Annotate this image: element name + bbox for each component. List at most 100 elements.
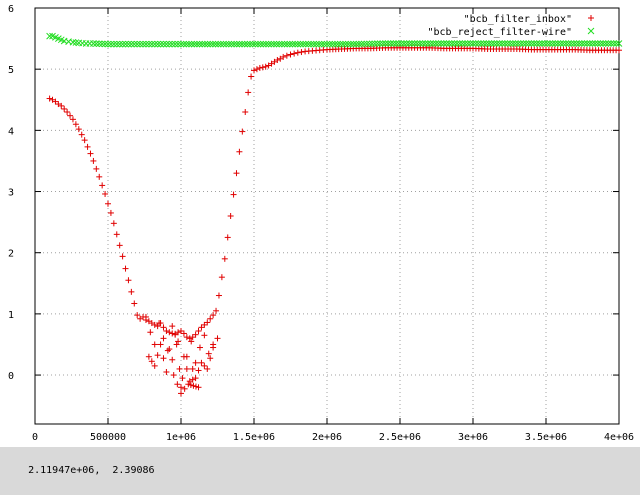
- data-point: [251, 40, 259, 48]
- data-point: [459, 40, 466, 47]
- data-point: [93, 165, 100, 172]
- data-point: [419, 40, 426, 47]
- data-point: [607, 40, 615, 47]
- data-point: [305, 40, 312, 48]
- data-point: [408, 40, 416, 47]
- data-point: [251, 67, 257, 74]
- data-point: [164, 347, 171, 354]
- data-point: [122, 40, 129, 48]
- data-point: [411, 40, 418, 47]
- data-point: [90, 157, 97, 164]
- data-point: [174, 40, 182, 48]
- data-point: [181, 385, 188, 392]
- data-point: [536, 40, 543, 47]
- data-point: [435, 40, 442, 47]
- data-point: [84, 143, 91, 150]
- data-point: [186, 335, 193, 342]
- data-point: [174, 381, 181, 388]
- y-tick-label: 2: [8, 249, 14, 260]
- data-point: [461, 40, 469, 47]
- data-point: [163, 369, 170, 375]
- data-point: [421, 40, 429, 47]
- data-point: [589, 40, 596, 47]
- data-point: [142, 40, 150, 48]
- data-point: [551, 40, 559, 47]
- data-point: [185, 381, 192, 388]
- data-point: [95, 40, 103, 48]
- data-point: [265, 40, 272, 48]
- data-point: [99, 182, 106, 189]
- axis-ticks: [34, 7, 620, 424]
- data-point: [78, 131, 85, 138]
- data-point: [350, 40, 357, 48]
- data-point: [581, 40, 588, 47]
- data-point: [125, 277, 132, 284]
- data-point: [360, 40, 368, 48]
- data-point: [538, 40, 546, 47]
- y-tick-label: 4: [8, 126, 14, 137]
- data-point: [160, 355, 167, 362]
- data-point: [318, 40, 326, 48]
- data-point: [69, 116, 76, 123]
- data-point: [274, 57, 281, 63]
- data-point: [122, 265, 129, 272]
- legend-marker: [587, 27, 595, 35]
- legend: "bcb_filter_inbox" "bcb_reject_filter-wir…: [428, 14, 595, 38]
- data-point: [218, 274, 225, 281]
- data-point: [546, 40, 554, 47]
- data-point: [210, 312, 217, 319]
- data-point: [110, 40, 118, 48]
- data-point: [198, 359, 205, 366]
- legend-label: "bcb_reject_filter-wire": [428, 27, 573, 38]
- data-point: [154, 352, 161, 359]
- data-point: [230, 191, 237, 198]
- data-point: [136, 40, 144, 48]
- data-point: [253, 66, 260, 73]
- y-tick-label: 1: [8, 310, 14, 321]
- data-point: [395, 40, 403, 47]
- data-point: [214, 335, 221, 342]
- data-point: [187, 382, 194, 388]
- data-point: [189, 365, 196, 372]
- data-point: [270, 40, 278, 48]
- data-point: [413, 40, 421, 47]
- data-point: [220, 40, 227, 48]
- data-point: [403, 40, 410, 47]
- data-point: [163, 328, 170, 335]
- data-point: [297, 40, 304, 48]
- data-point: [344, 40, 352, 48]
- data-point: [472, 40, 480, 47]
- data-point: [195, 384, 202, 391]
- data-point: [257, 40, 264, 48]
- data-point: [116, 40, 124, 48]
- data-point: [612, 40, 620, 47]
- data-point: [58, 102, 65, 109]
- data-point: [498, 40, 506, 47]
- x-tick-label: 2.5e+06: [379, 432, 421, 443]
- data-point: [336, 40, 344, 48]
- data-point: [160, 40, 167, 48]
- data-point: [310, 40, 318, 48]
- data-point: [227, 213, 234, 219]
- data-point: [125, 40, 132, 48]
- data-point: [313, 40, 320, 48]
- data-point: [517, 40, 525, 47]
- data-point: [209, 40, 217, 48]
- data-point: [248, 73, 255, 80]
- chart[interactable]: 0 500000 1e+06 1.5e+06 2e+06 2.5e+06 3e+06 3.5e…: [0, 0, 640, 447]
- data-point: [185, 40, 193, 48]
- data-points: [46, 32, 623, 397]
- data-point: [145, 353, 152, 360]
- data-point: [172, 330, 179, 337]
- data-point: [559, 40, 567, 47]
- data-point: [525, 40, 533, 47]
- x-tick-label: 3e+06: [458, 432, 488, 443]
- data-point: [119, 253, 126, 260]
- data-point: [287, 51, 294, 58]
- data-point: [98, 40, 106, 48]
- data-point: [206, 40, 214, 48]
- data-point: [154, 323, 161, 330]
- x-tick-label: 1.5e+06: [233, 432, 275, 443]
- data-point: [148, 358, 155, 365]
- legend-marker-glyph: [587, 27, 595, 35]
